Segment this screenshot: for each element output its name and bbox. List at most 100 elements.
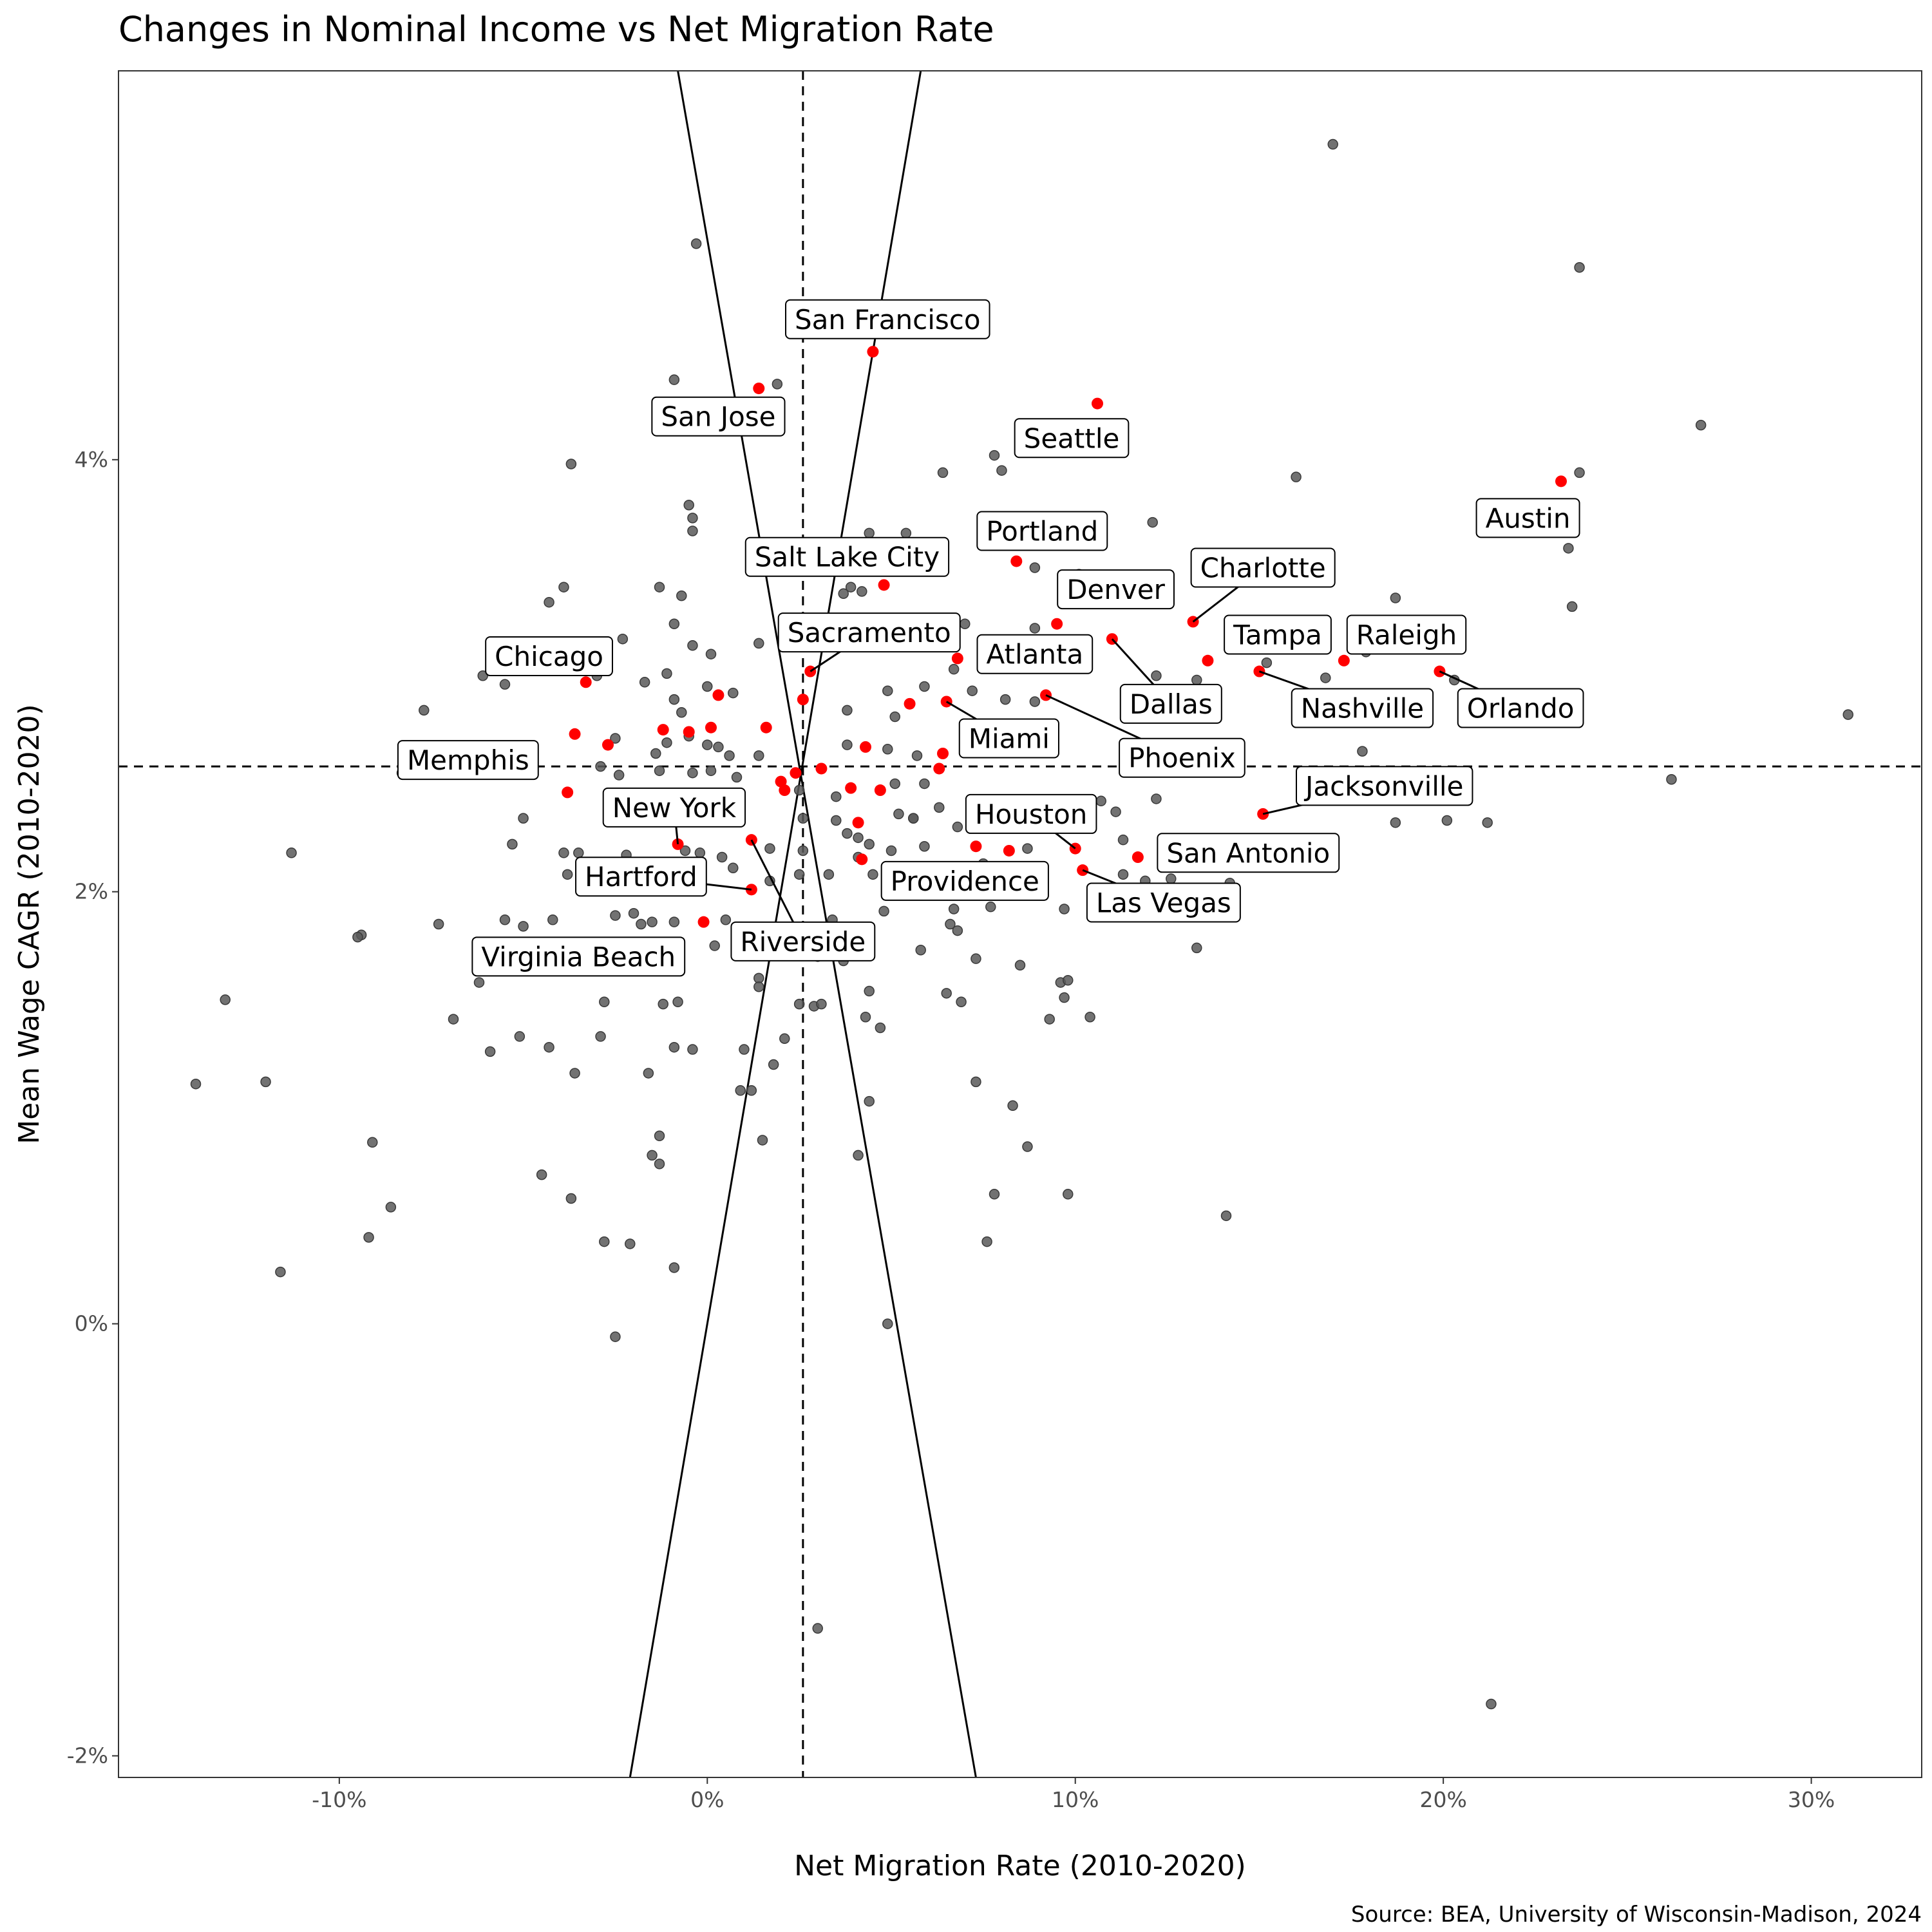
city-point xyxy=(367,1137,378,1148)
city-point xyxy=(878,905,889,917)
city-point xyxy=(1320,672,1331,683)
city-point xyxy=(882,1318,893,1329)
label-box xyxy=(651,396,786,437)
label-box xyxy=(958,718,1059,759)
city-point xyxy=(937,467,949,478)
highlight-point-austin xyxy=(1555,475,1567,488)
y-tick-label: -2% xyxy=(67,1743,108,1768)
city-point xyxy=(668,1262,680,1273)
label-jacksonville: Jacksonville xyxy=(1295,766,1473,806)
city-point xyxy=(956,996,967,1008)
city-point xyxy=(705,765,717,777)
city-label: Charlotte xyxy=(1200,553,1326,584)
city-point xyxy=(967,685,978,696)
city-point xyxy=(720,914,732,925)
city-point xyxy=(433,918,444,930)
plot-panel-border xyxy=(118,70,1922,1778)
city-point xyxy=(1044,1014,1055,1025)
city-point xyxy=(989,1189,1000,1200)
label-box xyxy=(1457,688,1584,728)
city-label: Hartford xyxy=(585,861,697,893)
city-point xyxy=(1063,974,1074,986)
label-box xyxy=(1086,882,1241,923)
city-point xyxy=(610,733,621,744)
highlight-point xyxy=(657,724,669,736)
city-label: Phoenix xyxy=(1128,743,1236,774)
highlight-point xyxy=(937,748,949,759)
city-point xyxy=(945,918,956,930)
city-point xyxy=(875,1022,886,1034)
plot-area: San Francisco San Jose Seattle Austin Portla… xyxy=(118,71,1922,1777)
city-point xyxy=(690,238,702,249)
city-point xyxy=(1095,795,1106,807)
city-point xyxy=(558,582,569,592)
city-point xyxy=(779,1033,790,1045)
highlight-point-memphis xyxy=(569,728,581,740)
city-point xyxy=(1563,543,1574,554)
highlight-point xyxy=(705,721,717,734)
city-label: Austin xyxy=(1486,502,1571,534)
city-point xyxy=(753,981,764,992)
x-tick-label: 0% xyxy=(690,1787,724,1812)
city-point xyxy=(385,1202,397,1213)
highlight-point xyxy=(860,741,871,753)
highlight-point xyxy=(933,762,945,775)
city-label: San Jose xyxy=(661,401,775,433)
city-point xyxy=(668,618,680,629)
city-point xyxy=(419,705,430,716)
city-point xyxy=(753,638,764,649)
city-point xyxy=(864,985,875,997)
city-point xyxy=(1029,623,1041,634)
city-point xyxy=(1574,467,1585,478)
city-point xyxy=(797,845,809,857)
city-point xyxy=(1191,674,1202,686)
city-label: Houston xyxy=(975,799,1088,830)
highlight-point-tampa xyxy=(1202,654,1214,667)
city-point xyxy=(864,527,875,539)
city-point xyxy=(948,904,960,914)
city-point xyxy=(650,748,661,759)
city-point xyxy=(812,1623,823,1634)
label-box xyxy=(976,511,1108,551)
highlight-point xyxy=(562,786,574,799)
label-box xyxy=(785,299,990,339)
city-point xyxy=(1063,1189,1074,1200)
highlight-point xyxy=(797,694,809,706)
city-point xyxy=(857,586,867,597)
label-box xyxy=(1190,547,1336,588)
city-point xyxy=(908,813,919,824)
chart-title: Changes in Nominal Income vs Net Migrati… xyxy=(118,9,994,50)
city-point xyxy=(558,848,569,858)
label-box xyxy=(575,857,707,897)
city-point xyxy=(1566,601,1578,612)
city-point xyxy=(676,590,687,601)
highlight-point-san-antonio xyxy=(1132,851,1144,864)
label-box xyxy=(1295,766,1473,806)
city-point xyxy=(687,1044,698,1055)
city-point xyxy=(654,1130,665,1141)
label-denver: Denver xyxy=(1057,569,1175,610)
city-point xyxy=(853,832,864,844)
city-point xyxy=(1441,815,1453,826)
city-point xyxy=(1666,774,1677,785)
city-point xyxy=(1842,709,1853,720)
city-point xyxy=(842,705,853,716)
highlight-point-atlanta xyxy=(951,652,963,665)
city-point xyxy=(625,1238,636,1249)
city-label: Seattle xyxy=(1024,422,1120,454)
city-point xyxy=(639,677,650,688)
label-box xyxy=(730,921,876,961)
city-point xyxy=(647,1150,658,1161)
highlight-point-virginia-beach xyxy=(697,916,710,928)
label-box xyxy=(976,634,1094,674)
city-point xyxy=(518,921,529,932)
city-point xyxy=(1166,873,1177,884)
city-point xyxy=(647,916,658,927)
highlight-point xyxy=(852,817,864,829)
highlight-point xyxy=(712,689,724,701)
city-point xyxy=(687,767,698,779)
city-point xyxy=(705,649,717,659)
city-point xyxy=(595,761,606,772)
city-point xyxy=(565,1193,577,1204)
